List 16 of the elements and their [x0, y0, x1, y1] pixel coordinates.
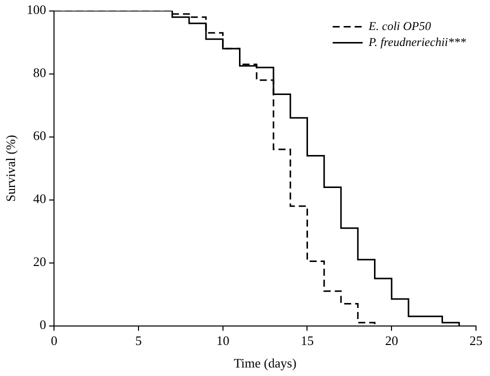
y-tick-label: 20 [33, 254, 46, 270]
legend-label: P. freudneriechii*** [368, 34, 466, 49]
legend-label: E. coli OP50 [368, 18, 432, 33]
x-tick-label: 25 [470, 333, 482, 348]
y-tick-label: 100 [26, 2, 46, 18]
y-axis-title: Survival (%) [3, 134, 18, 202]
y-tick-label: 0 [40, 317, 46, 332]
x-tick-label: 20 [385, 333, 398, 348]
x-axis-title: Time (days) [234, 356, 296, 371]
y-tick-label: 40 [33, 191, 46, 206]
x-tick-label: 0 [50, 333, 58, 348]
y-tick-label: 60 [33, 128, 46, 144]
x-tick-label: 15 [300, 333, 314, 348]
x-tick-label: 10 [216, 333, 230, 348]
x-tick-label: 5 [135, 333, 142, 348]
y-tick-label: 80 [33, 65, 46, 80]
